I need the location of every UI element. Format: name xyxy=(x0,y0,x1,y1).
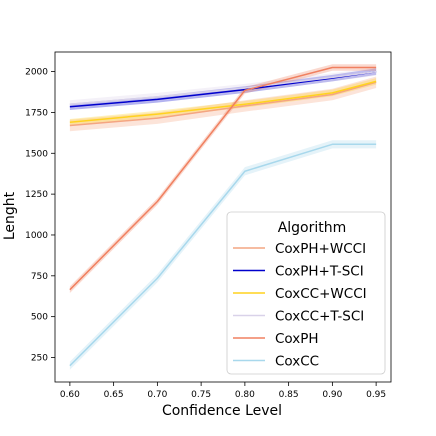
band-coxcc-wcci xyxy=(69,78,377,126)
series-line-coxcc-t-sci xyxy=(69,70,377,106)
legend-label-coxcc-wcci: CoxCC+WCCI xyxy=(275,286,367,302)
y-tick-label: 250 xyxy=(31,353,48,363)
series-line-coxph xyxy=(69,66,377,291)
legend-label-coxph-wcci: CoxPH+WCCI xyxy=(275,241,366,257)
y-tick-label: 2000 xyxy=(25,68,48,78)
y-tick-label: 1000 xyxy=(25,231,48,241)
x-tick-label: 0.90 xyxy=(322,390,342,400)
x-tick-label: 0.80 xyxy=(235,390,255,400)
y-tick-label: 1250 xyxy=(25,190,48,200)
plot-frame xyxy=(54,51,392,383)
legend-title: Algorithm xyxy=(278,220,347,236)
series-line-coxcc xyxy=(69,143,377,367)
legend-label-coxcc-t-sci: CoxCC+T-SCI xyxy=(275,309,364,325)
x-tick-label: 0.70 xyxy=(147,390,167,400)
y-tick-label: 750 xyxy=(31,272,48,282)
y-tick-label: 1500 xyxy=(25,149,48,159)
legend: Algorithm CoxPH+WCCI CoxPH+T-SCI CoxCC+WCC… xyxy=(226,211,386,375)
y-axis-ticks: 250 500 750 1000 1250 1500 1750 2000 xyxy=(25,68,55,363)
x-axis-label: Confidence Level xyxy=(162,403,282,419)
series-line-coxph-wcci xyxy=(69,81,377,127)
y-tick-label: 1750 xyxy=(25,108,48,118)
legend-label-coxph: CoxPH xyxy=(275,331,319,347)
x-tick-label: 0.75 xyxy=(191,390,211,400)
legend-label-coxph-t-sci: CoxPH+T-SCI xyxy=(275,264,364,280)
y-axis-label: Lenght xyxy=(2,191,18,240)
y-tick-label: 500 xyxy=(31,313,48,323)
x-tick-label: 0.85 xyxy=(279,390,299,400)
band-coxph-wcci xyxy=(69,76,377,132)
x-tick-label: 0.60 xyxy=(60,390,80,400)
legend-label-coxcc: CoxCC xyxy=(275,354,319,370)
x-tick-label: 0.65 xyxy=(104,390,124,400)
legend-box xyxy=(226,211,386,375)
series-line-coxcc-wcci xyxy=(69,80,377,123)
series-lines xyxy=(69,66,377,367)
x-axis-ticks: 0.60 0.65 0.70 0.75 0.80 0.85 0.90 0.95 xyxy=(60,382,386,400)
x-tick-label: 0.95 xyxy=(366,390,386,400)
